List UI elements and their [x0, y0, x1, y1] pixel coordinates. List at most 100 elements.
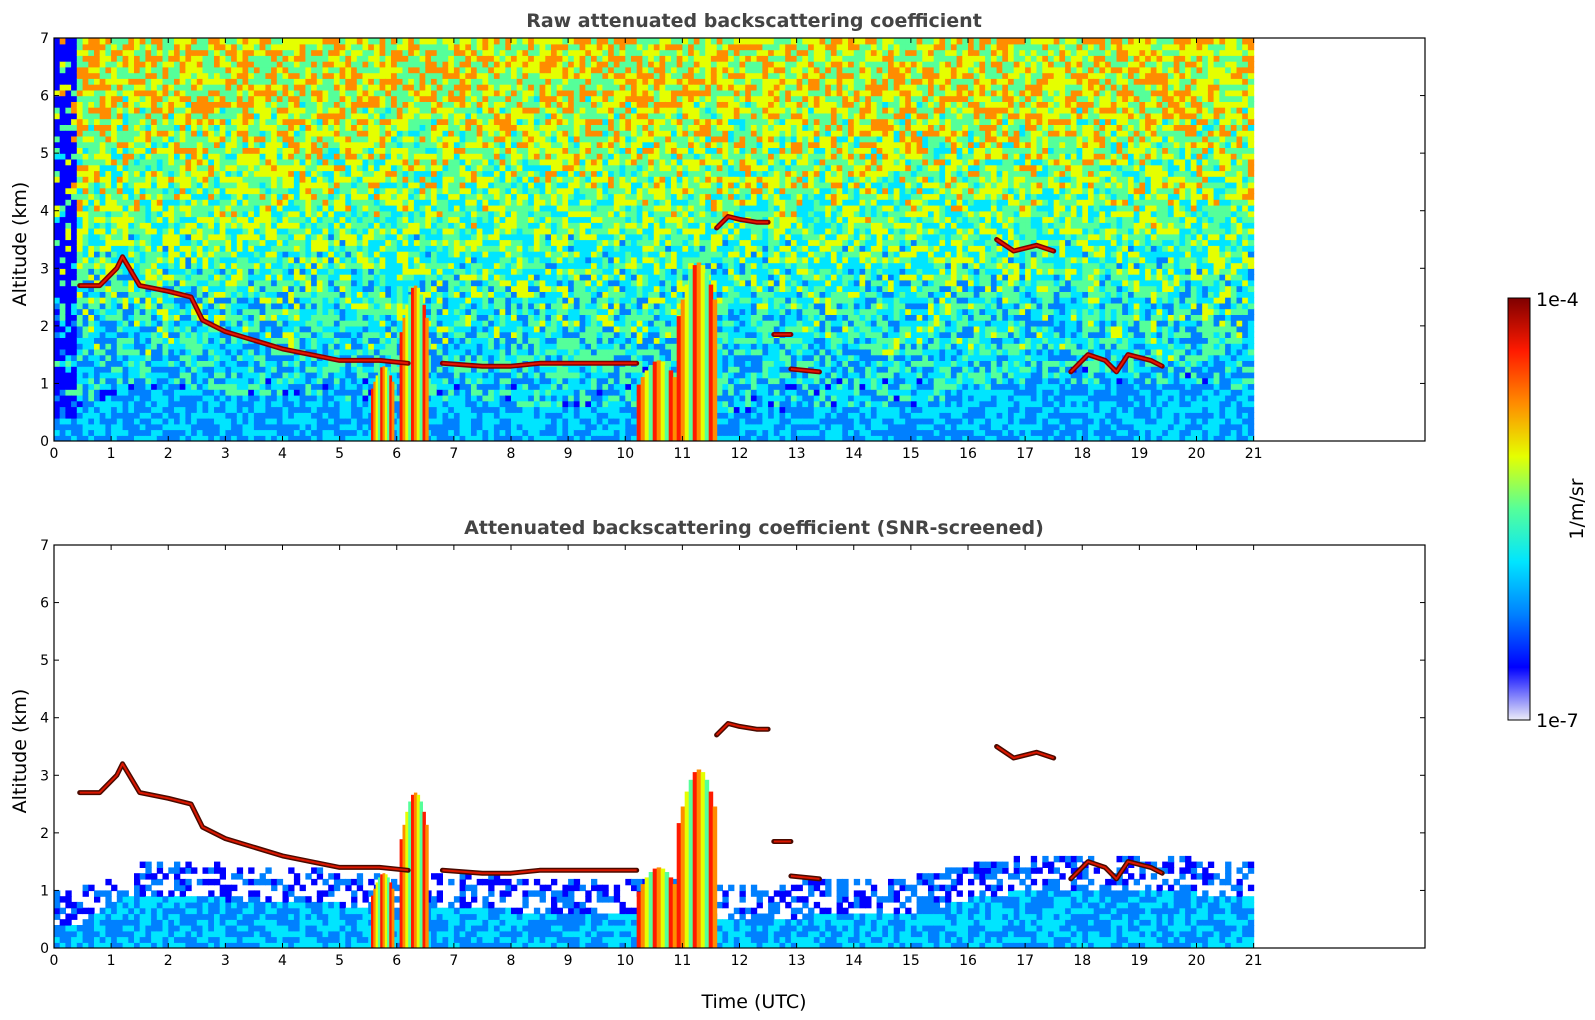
heatmap-cell [174, 360, 181, 367]
heatmap-cell [225, 245, 232, 252]
heatmap-cell [322, 377, 329, 385]
heatmap-cell [219, 216, 226, 223]
heatmap-cell [436, 308, 443, 315]
heatmap-cell [311, 78, 318, 85]
heatmap-cell [362, 383, 369, 390]
heatmap-cell [448, 89, 455, 97]
heatmap-cell [339, 245, 346, 252]
heatmap-cell [368, 279, 375, 287]
heatmap-cell [345, 164, 352, 172]
heatmap-cell [196, 72, 204, 79]
heatmap-cell [339, 141, 346, 148]
heatmap-cell [196, 112, 204, 120]
heatmap-cell [356, 66, 364, 74]
heatmap-cell [391, 320, 398, 327]
heatmap-cell [116, 331, 124, 338]
heatmap-cell [214, 147, 221, 154]
heatmap-cell [151, 158, 158, 166]
heatmap-cell [368, 239, 375, 246]
heatmap-cell [396, 314, 404, 321]
heatmap-cell [345, 360, 352, 367]
heatmap-cell [333, 43, 341, 51]
heatmap-cell [134, 394, 141, 402]
heatmap-cell [174, 187, 181, 195]
heatmap-cell [196, 147, 204, 154]
heatmap-cell [288, 89, 295, 97]
heatmap-cell [316, 205, 324, 212]
heatmap-cell [311, 268, 318, 275]
heatmap-cell [385, 164, 392, 172]
heatmap-cell [368, 176, 375, 183]
heatmap-cell [345, 297, 352, 304]
heatmap-cell [362, 222, 369, 229]
heatmap-cell [179, 164, 186, 172]
heatmap-cell [379, 233, 386, 241]
heatmap-cell [99, 406, 106, 413]
heatmap-cell [431, 314, 438, 321]
heatmap-cell [396, 291, 404, 298]
heatmap-cell [139, 193, 146, 200]
heatmap-cell [442, 147, 449, 154]
heatmap-cell [191, 187, 198, 195]
heatmap-cell [385, 78, 392, 85]
heatmap-cell [339, 147, 346, 154]
heatmap-cell [202, 314, 209, 321]
heatmap-cell [82, 95, 89, 102]
heatmap-cell [316, 314, 324, 321]
heatmap-cell [236, 348, 244, 356]
heatmap-cell [128, 222, 135, 229]
heatmap-cell [368, 89, 375, 97]
heatmap-cell [293, 153, 301, 160]
heatmap-cell [151, 348, 158, 356]
heatmap-cell [385, 268, 392, 275]
heatmap-cell [65, 49, 72, 56]
heatmap-cell [54, 268, 61, 275]
heatmap-cell [116, 354, 124, 361]
heatmap-cell [65, 38, 72, 45]
heatmap-cell [425, 245, 432, 252]
heatmap-cell [368, 245, 375, 252]
heatmap-cell [282, 239, 289, 246]
heatmap-cell [431, 176, 438, 183]
heatmap-cell [339, 377, 346, 385]
heatmap-cell [122, 343, 129, 350]
heatmap-cell [328, 377, 335, 385]
heatmap-cell [88, 337, 95, 344]
heatmap-cell [271, 366, 278, 373]
heatmap-cell [168, 89, 175, 97]
heatmap-cell [88, 348, 95, 356]
heatmap-cell [305, 233, 312, 241]
heatmap-cell [82, 274, 89, 281]
heatmap-cell [356, 337, 364, 344]
heatmap-cell [111, 354, 118, 361]
heatmap-cell [111, 302, 118, 310]
heatmap-cell [71, 394, 78, 402]
heatmap-cell [385, 279, 392, 287]
heatmap-cell [339, 216, 346, 223]
heatmap-cell [265, 268, 272, 275]
heatmap-cell [105, 418, 112, 425]
heatmap-cell [231, 95, 238, 102]
heatmap-cell [448, 112, 455, 120]
heatmap-cell [328, 199, 335, 206]
heatmap-cell [316, 360, 324, 367]
heatmap-cell [391, 205, 398, 212]
heatmap-cell [105, 55, 112, 62]
heatmap-cell [174, 435, 181, 441]
heatmap-cell [214, 279, 221, 287]
heatmap-cell [288, 366, 295, 373]
heatmap-cell [276, 84, 284, 91]
heatmap-cell [88, 95, 95, 102]
heatmap-cell [179, 124, 186, 131]
heatmap-cell [265, 95, 272, 102]
heatmap-cell [288, 170, 295, 177]
heatmap-cell [282, 193, 289, 200]
heatmap-cell [54, 107, 61, 114]
heatmap-cell [345, 135, 352, 143]
heatmap-cell [362, 314, 369, 321]
heatmap-cell [94, 400, 101, 408]
heatmap-cell [368, 199, 375, 206]
heatmap-cell [231, 343, 238, 350]
heatmap-cell [299, 61, 306, 68]
heatmap-cell [116, 78, 124, 85]
